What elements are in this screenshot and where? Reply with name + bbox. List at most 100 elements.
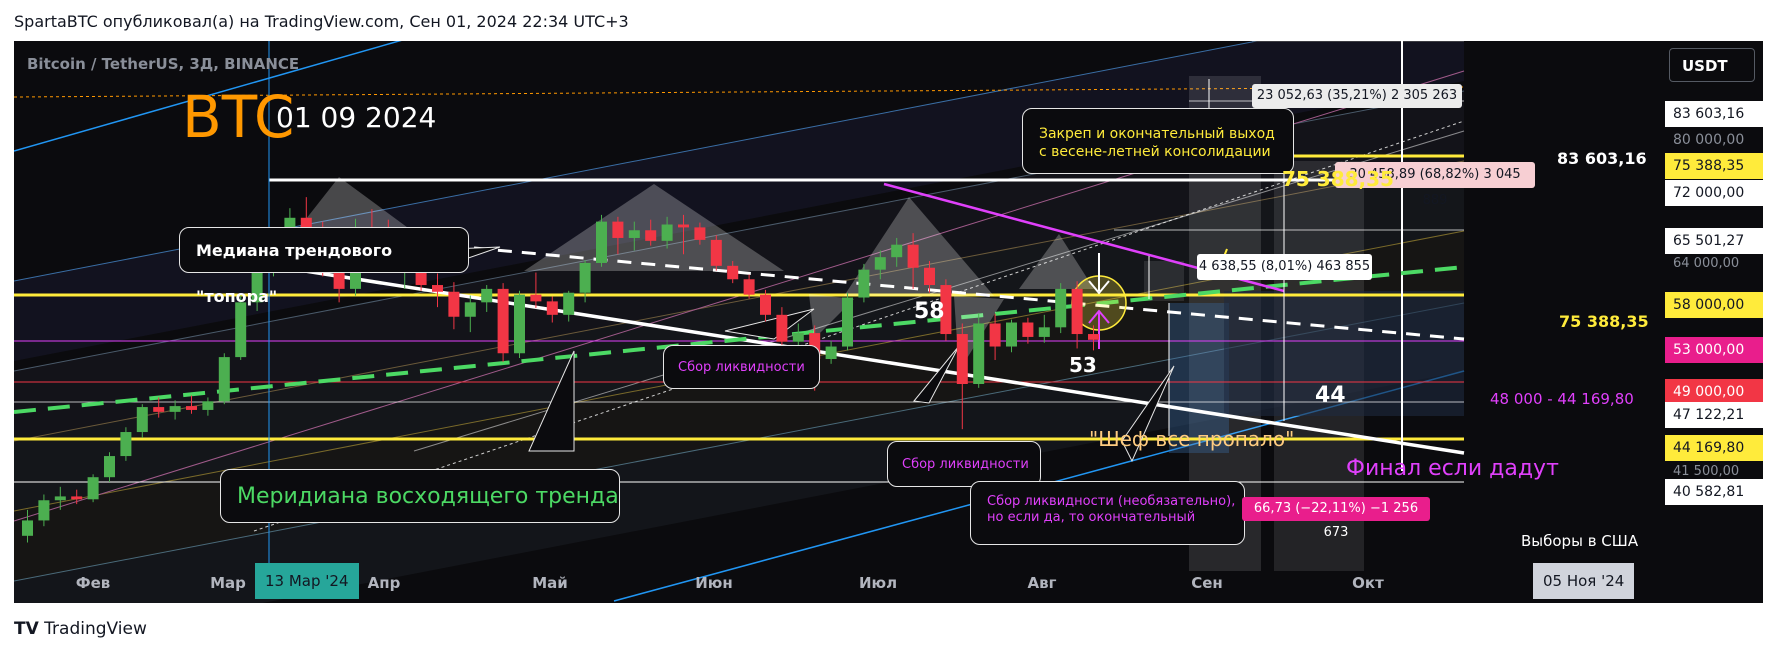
symbol-label: Bitcoin / TetherUS, 3Д, BINANCE xyxy=(27,55,300,73)
callout-median: Медиана трендового "топора" xyxy=(179,227,469,306)
candle-body xyxy=(842,297,853,347)
time-axis-feb: Фев xyxy=(75,574,111,592)
callout-liquidity-3-line1: Сбор ликвидности (необязательно), xyxy=(987,494,1236,509)
candle-body xyxy=(858,269,870,298)
measure-label-4: 66,73 (−22,11%) −1 256 673 xyxy=(1242,497,1430,540)
annotation-chef: "Шеф все пропало" xyxy=(1089,427,1295,451)
candle-body xyxy=(579,262,591,293)
callout-liquidity-3-line2: но если да, то окончательный xyxy=(987,510,1196,525)
candle-body xyxy=(612,221,624,238)
candle-body xyxy=(956,334,968,384)
price-label-75388: 75 388,35 xyxy=(1665,153,1763,179)
price-label-65501: 65 501,27 xyxy=(1665,228,1763,254)
tradingview-logo-icon: TV xyxy=(14,619,39,639)
time-axis-sep: Сен xyxy=(1191,574,1223,592)
price-label-49000: 49 000,00 xyxy=(1665,379,1763,405)
candle-body xyxy=(22,520,33,536)
callout-liquidity-1: Сбор ликвидности xyxy=(663,345,820,389)
candle-body xyxy=(235,302,247,358)
candle-body xyxy=(825,346,837,360)
candle-body xyxy=(87,477,99,500)
candle-body xyxy=(760,294,771,315)
measure-label-2: 30 458,89 (68,82%) 3 045 889 xyxy=(1335,162,1535,208)
price-label-58000: 58 000,00 xyxy=(1665,292,1763,318)
candle-body xyxy=(300,217,312,232)
candle-body xyxy=(907,244,919,268)
candle-body xyxy=(481,288,493,303)
candle-body xyxy=(792,333,804,342)
candle-body xyxy=(514,294,525,354)
candle-body xyxy=(563,292,575,315)
candle-body xyxy=(120,432,132,457)
callout-liquidity-3: Сбор ликвидности (необязательно), но есл… xyxy=(970,481,1245,545)
candle-body xyxy=(432,285,443,292)
candle-body xyxy=(891,244,903,258)
candle-body xyxy=(546,301,558,315)
candle-body xyxy=(1071,288,1083,335)
callout-top-exit-line2: с весене-летней консолидации xyxy=(1039,144,1271,160)
candle-body xyxy=(1038,327,1050,337)
candle-body xyxy=(251,263,263,303)
candle-body xyxy=(464,302,476,317)
time-axis-jun: Июн xyxy=(695,574,733,592)
candle-body xyxy=(1022,322,1034,337)
candle-body xyxy=(776,314,788,342)
candle-body xyxy=(973,323,985,384)
candle-body xyxy=(710,239,722,266)
annotation-level-75-right: 75 388,35 xyxy=(1559,312,1649,331)
candle-body xyxy=(153,407,165,412)
ticker-title: BTC xyxy=(182,83,295,151)
callout-top-exit: Закреп и окончательный выход с весене-ле… xyxy=(1022,108,1294,174)
candle-body xyxy=(1006,322,1017,347)
price-label-83603: 83 603,16 xyxy=(1665,101,1763,127)
date-title: 01 09 2024 xyxy=(276,101,437,134)
time-highlight-end: 05 Ноя '24 xyxy=(1533,563,1635,599)
time-axis-jul: Июл xyxy=(858,574,898,592)
candle-body xyxy=(202,401,214,410)
annotation-level-75-left: 75 388,35 xyxy=(1282,167,1394,191)
time-axis-aug: Авг xyxy=(1027,574,1057,592)
callout-liquidity-2: Сбор ликвидности xyxy=(887,441,1041,487)
price-label-80000: 80 000,00 xyxy=(1673,132,1745,148)
candle-body xyxy=(924,267,935,286)
price-label-53000: 53 000,00 xyxy=(1665,337,1763,363)
annotation-53: 53 xyxy=(1069,353,1097,377)
price-label-41500: 41 500,00 xyxy=(1673,464,1740,479)
time-highlight-start: 13 Мар '24 xyxy=(255,563,359,599)
candle-body xyxy=(54,496,66,501)
candle-body xyxy=(628,230,640,238)
footer-brand: TradingView xyxy=(44,619,147,639)
candle-body xyxy=(596,221,607,263)
candle-body xyxy=(661,224,673,241)
annotation-58: 58 xyxy=(914,299,945,324)
candle-body xyxy=(1055,288,1067,328)
candle-body xyxy=(727,265,739,280)
annotation-final: Финал если дадут xyxy=(1346,456,1559,481)
candle-body xyxy=(104,456,115,478)
candle-body xyxy=(415,264,427,286)
candle-body xyxy=(218,357,230,402)
price-label-44169: 44 169,80 xyxy=(1665,435,1763,461)
footer-logo[interactable]: TV TradingView xyxy=(14,619,147,639)
price-label-64000: 64 000,00 xyxy=(1673,256,1740,271)
candle-body xyxy=(38,500,50,521)
time-axis-oct: Окт xyxy=(1352,574,1384,592)
candle-body xyxy=(169,406,181,412)
candle-body xyxy=(940,285,952,335)
price-label-72000: 72 000,00 xyxy=(1665,180,1763,206)
time-axis-mar: Мар xyxy=(210,574,246,592)
candle-body xyxy=(497,288,509,354)
price-label-47122: 47 122,21 xyxy=(1665,402,1763,428)
chart-canvas[interactable] xyxy=(14,41,1763,603)
measure-label-3: 4 638,55 (8,01%) 463 855 xyxy=(1197,254,1372,280)
candle-body xyxy=(448,291,460,317)
candle-body xyxy=(530,294,542,302)
annotation-44: 44 xyxy=(1315,383,1346,408)
candle-body xyxy=(1088,334,1099,340)
candle-body xyxy=(989,323,1001,347)
chart-area[interactable]: Bitcoin / TetherUS, 3Д, BINANCE BTC 01 0… xyxy=(14,41,1763,603)
candle-body xyxy=(71,496,83,500)
currency-button[interactable]: USDT xyxy=(1669,48,1755,82)
candle-body xyxy=(645,230,657,241)
candle-body xyxy=(186,406,197,410)
